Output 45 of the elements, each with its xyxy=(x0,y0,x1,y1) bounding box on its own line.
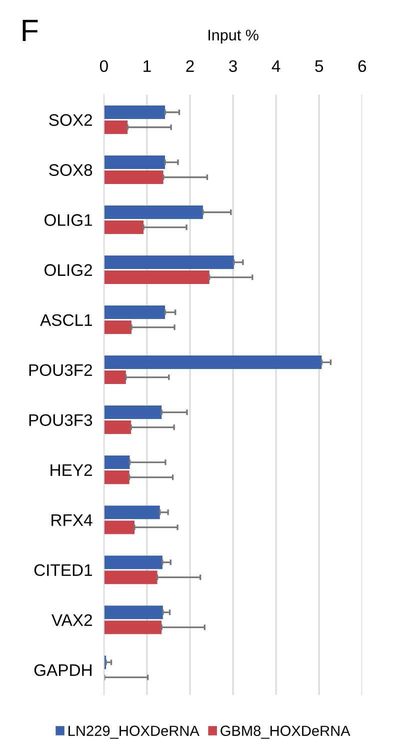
x-tick-label: 4 xyxy=(272,60,280,72)
y-tick-label: HEY2 xyxy=(50,464,92,476)
x-tick-label: 1 xyxy=(144,60,151,72)
legend-label: LN229_HOXDeRNA xyxy=(68,726,200,739)
text: F xyxy=(22,20,38,41)
legend-label: GBM8_HOXDeRNA xyxy=(220,726,350,739)
x-tick-label: 0 xyxy=(100,60,108,72)
y-tick-label: OLIG1 xyxy=(44,214,92,226)
y-tick-label: SOX8 xyxy=(49,164,92,176)
y-tick-label: SOX2 xyxy=(49,114,92,126)
bar xyxy=(104,470,130,484)
y-tick-label: POU3F3 xyxy=(29,414,92,426)
bar xyxy=(104,170,164,184)
y-tick-label: GAPDH xyxy=(34,664,92,676)
x-tick-label: 3 xyxy=(229,60,237,72)
bar xyxy=(104,320,132,334)
bar xyxy=(104,370,126,384)
y-tick-label: POU3F2 xyxy=(29,364,92,376)
bar xyxy=(104,306,166,320)
x-tick-label: 6 xyxy=(358,60,366,72)
bar xyxy=(104,570,158,584)
bar xyxy=(104,456,130,470)
bar xyxy=(104,356,322,370)
y-tick-label: CITED1 xyxy=(34,564,92,576)
y-tick-label: VAX2 xyxy=(52,614,92,626)
bar xyxy=(104,206,203,220)
bar xyxy=(104,106,166,120)
bar xyxy=(104,506,160,520)
bar xyxy=(104,620,162,634)
bar xyxy=(104,606,163,620)
y-tick-label: RFX4 xyxy=(52,514,92,526)
bar xyxy=(104,556,162,570)
y-tick-label: ASCL1 xyxy=(40,314,92,326)
bar xyxy=(104,256,234,270)
bar xyxy=(104,420,132,434)
bar xyxy=(104,406,162,420)
y-tick-label: OLIG2 xyxy=(44,264,92,276)
bar xyxy=(104,270,210,284)
bar xyxy=(104,220,144,234)
x-tick-label: 2 xyxy=(186,60,194,72)
bar xyxy=(104,520,134,534)
bar xyxy=(104,156,166,170)
x-tick-label: 5 xyxy=(315,60,324,72)
x-axis-title: Input % xyxy=(208,30,258,44)
bar xyxy=(104,120,128,134)
